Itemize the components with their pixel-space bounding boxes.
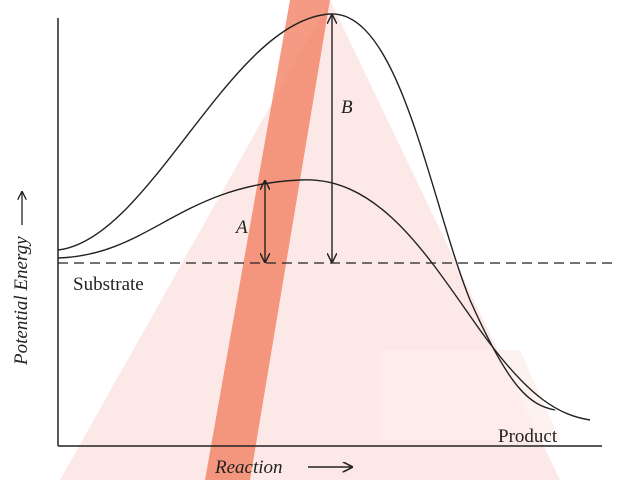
barrier-a-label: A (234, 217, 248, 238)
substrate-label: Substrate (73, 274, 144, 295)
watermark (60, 0, 560, 480)
uncatalysed-curve (57, 13, 556, 411)
barrier-b-label: B (341, 97, 353, 118)
catalysed-curve (57, 179, 591, 421)
product-label: Product (498, 426, 558, 447)
x-axis-label: Reaction (214, 457, 283, 478)
y-axis-label: Potential Energy (11, 236, 32, 366)
